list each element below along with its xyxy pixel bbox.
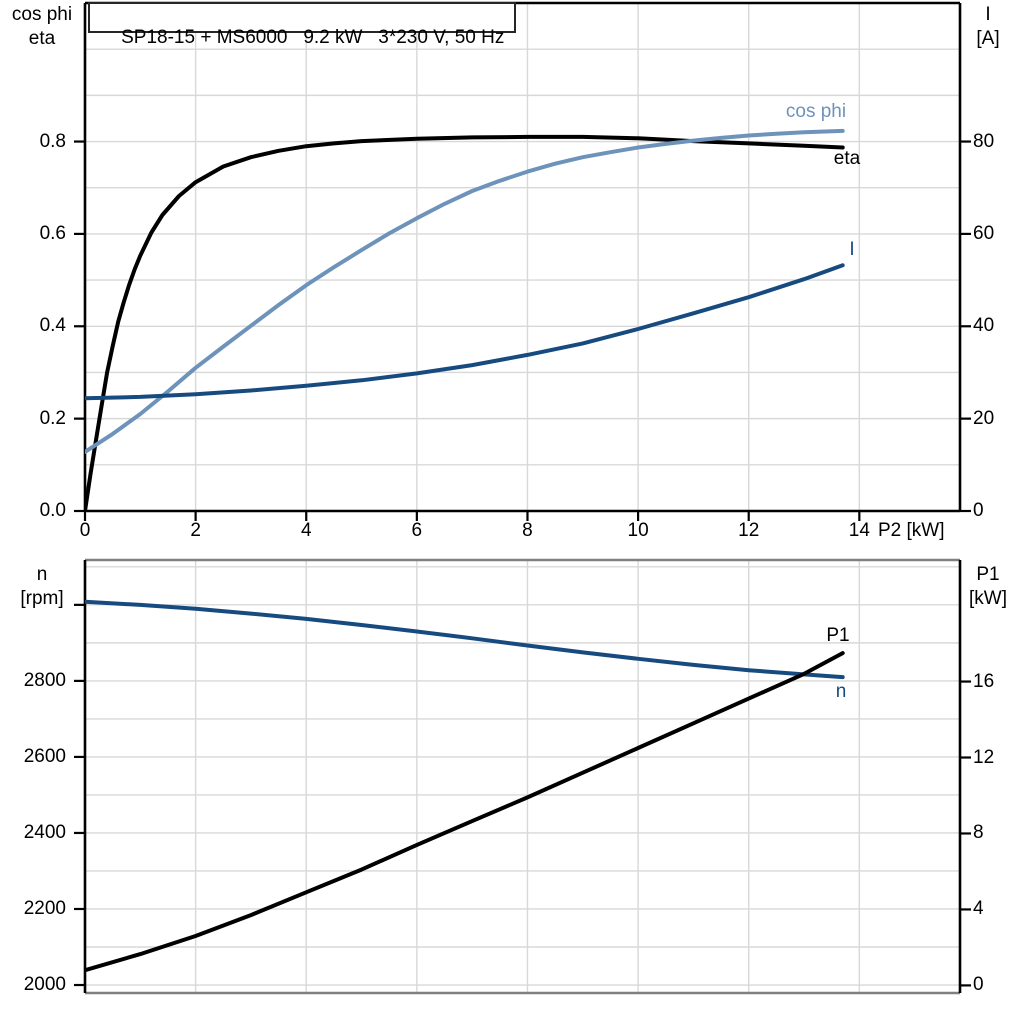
y-tick-label-right: 4: [973, 898, 984, 920]
x-tick-label: 12: [738, 520, 760, 541]
y-tick-label-left: 2800: [23, 669, 66, 691]
x-tick-label: 10: [627, 520, 649, 541]
y-tick-label-left: 0.8: [39, 130, 66, 152]
axis-title-speed: n: [36, 564, 48, 585]
y-tick-label-right: 20: [973, 407, 995, 429]
chart-title-box: SP18-15 + MS6000 9.2 kW 3*230 V, 50 Hz: [88, 2, 517, 48]
x-tick-label: 0: [79, 520, 91, 541]
y-tick-label-right: 12: [973, 746, 995, 768]
curve-label-cos-phi: cos phi: [785, 101, 847, 122]
y-tick-label-left: 2000: [23, 974, 66, 996]
x-tick-label: 2: [190, 520, 201, 541]
curve-label-p1: P1: [826, 625, 850, 646]
y-tick-label-right: 60: [973, 222, 995, 244]
y-tick-label-right: 40: [973, 315, 995, 337]
y-tick-label-left: 0.6: [39, 222, 66, 244]
curve-cos-phi: [85, 128, 845, 454]
curve-p1: [85, 651, 845, 973]
y-tick-label-left: 0.4: [39, 315, 66, 337]
y-tick-label-left: 0.2: [39, 407, 66, 429]
axis-title-p1: P1: [976, 564, 1000, 585]
chart-title: SP18-15 + MS6000 9.2 kW 3*230 V, 50 Hz: [121, 27, 505, 48]
y-tick-label-right: 80: [973, 130, 995, 152]
axis-title-cos-phi: cos phi: [11, 4, 73, 25]
y-tick-label-left: 2600: [23, 745, 66, 767]
y-tick-label-left: 2200: [23, 897, 66, 919]
x-axis-title: P2 [kW]: [878, 520, 945, 541]
axis-title-rpm-unit: [rpm]: [20, 588, 64, 609]
curve-eta: [85, 134, 845, 512]
curve-i: [85, 263, 845, 401]
y-tick-label-left: 2400: [23, 821, 66, 843]
axis-title-amps-unit: [A]: [976, 28, 1000, 49]
y-tick-label-right: 0: [973, 500, 984, 521]
curve-label-n: n: [835, 681, 847, 702]
y-tick-label-right: 16: [973, 670, 995, 692]
axis-title-kw-unit: [kW]: [969, 588, 1007, 609]
y-tick-label-right: 0: [973, 974, 984, 996]
y-tick-label-right: 8: [973, 822, 984, 844]
bottom-left-axis-title: n [rpm]: [4, 563, 80, 611]
x-tick-label: 8: [522, 520, 533, 541]
top-right-axis-title: I [A]: [960, 3, 1016, 51]
x-tick-label: 4: [300, 520, 312, 541]
curve-label-current: I: [849, 239, 855, 260]
curve-label-eta: eta: [833, 148, 861, 169]
x-tick-label: 6: [411, 520, 423, 541]
axis-title-eta: eta: [28, 28, 56, 49]
top-left-axis-title: cos phi eta: [4, 3, 80, 51]
x-tick-label: 14: [848, 520, 870, 541]
axis-title-current: I: [985, 4, 991, 25]
y-tick-label-left: 0.0: [39, 500, 66, 521]
bottom-right-axis-title: P1 [kW]: [960, 563, 1016, 611]
curve-n: [85, 599, 845, 680]
